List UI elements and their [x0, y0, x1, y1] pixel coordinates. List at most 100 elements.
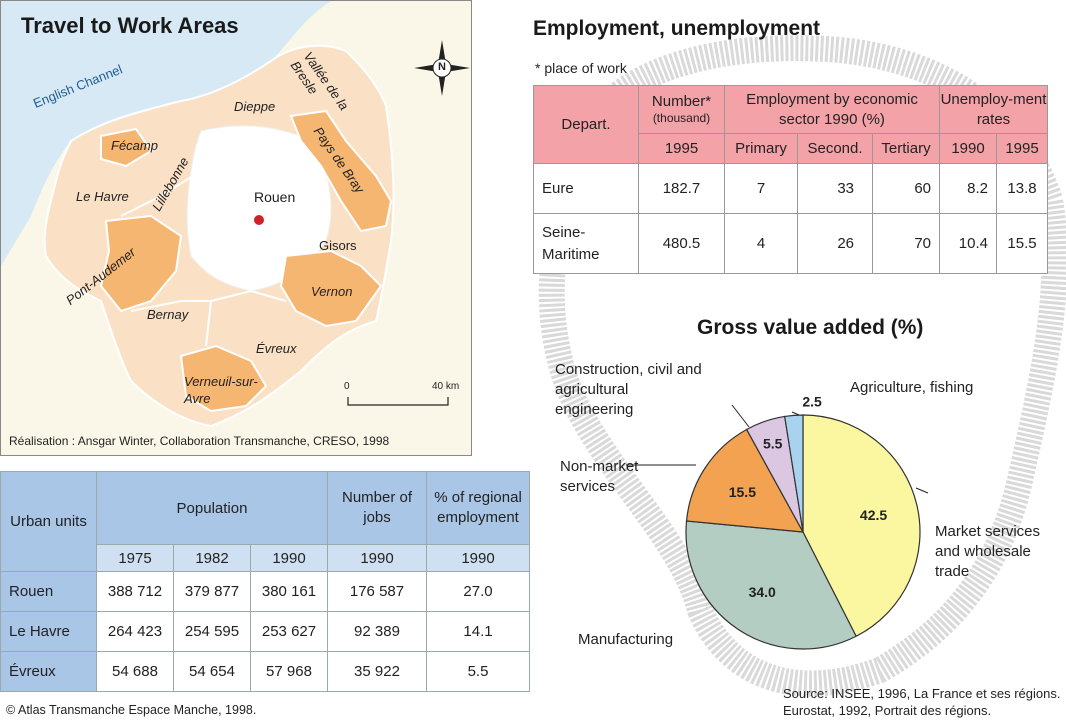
emp-tertiary: 70 [872, 213, 940, 274]
table-row: Seine-Maritime 480.5 4 26 70 10.4 15.5 [533, 213, 1048, 274]
area-label-evreux: Évreux [256, 341, 297, 356]
pop-header-population: Population [96, 471, 328, 545]
leader-line-market [915, 487, 929, 494]
fecamp-area [100, 127, 153, 168]
map-graphic [1, 1, 470, 428]
table-row: Eure 182.7 7 33 60 8.2 13.8 [533, 163, 1048, 214]
pop-1982: 379 877 [173, 571, 251, 612]
pop-1975: 54 688 [96, 651, 174, 692]
pie-slice-4 [784, 414, 804, 533]
area-label-gisors: Gisors [319, 238, 357, 253]
leader-line-construction [731, 404, 750, 428]
emp-header-tertiary: Tertiary [872, 133, 940, 164]
map-title: Travel to Work Areas [21, 13, 239, 38]
emp-dept: Eure [533, 163, 639, 214]
emp-primary: 7 [724, 163, 798, 214]
pie-value-1: 34.0 [749, 584, 776, 600]
emp-second: 26 [797, 213, 873, 274]
table-row: Évreux 54 688 54 654 57 968 35 922 5.5 [0, 651, 530, 692]
scale-bar [347, 397, 449, 406]
pie-label-agriculture: Agriculture, fishing [850, 379, 974, 396]
employment-title: Employment, unemployment [533, 17, 821, 40]
emp-header-depart: Depart. [533, 85, 639, 164]
map-panel: Travel to Work Areas N English Channel F… [0, 0, 472, 456]
pop-unit: Rouen [0, 571, 97, 612]
sea-area [1, 1, 331, 266]
emp-header-u1995: 1995 [996, 133, 1048, 164]
emp-tertiary: 60 [872, 163, 940, 214]
emp-u1990: 8.2 [939, 163, 997, 214]
emp-header-unemp: Unemploy-ment rates [939, 85, 1048, 134]
pop-header-1982: 1982 [173, 544, 251, 572]
emp-header-number-unit: (thousand) [652, 110, 711, 125]
emp-header-number-year: 1995 [638, 133, 725, 164]
pop-unit: Évreux [0, 651, 97, 692]
area-label-vernon: Vernon [311, 284, 353, 299]
pop-header-1990: 1990 [250, 544, 328, 572]
emp-dept: Seine-Maritime [533, 213, 639, 274]
pie-value-3: 5.5 [763, 435, 783, 451]
pop-1982: 254 595 [173, 611, 251, 652]
emp-primary: 4 [724, 213, 798, 274]
leader-lines [626, 404, 929, 494]
pop-header-units: Urban units [0, 471, 97, 572]
pop-1990: 253 627 [250, 611, 328, 652]
pop-1990: 380 161 [250, 571, 328, 612]
pont-audemer-area [99, 214, 183, 313]
emp-second: 33 [797, 163, 873, 214]
scale-start: 0 [344, 381, 350, 392]
table-row: Rouen 388 712 379 877 380 161 176 587 27… [0, 571, 530, 612]
emp-header-sector: Employment by economic sector 1990 (%) [724, 85, 940, 134]
pop-unit: Le Havre [0, 611, 97, 652]
pop-header-regional: % of regional employment [426, 471, 530, 545]
pop-header-jobs-year: 1990 [327, 544, 427, 572]
area-label-fecamp: Fécamp [111, 138, 158, 153]
rouen-dot [254, 215, 264, 225]
footer-copyright: © Atlas Transmanche Espace Manche, 1998. [6, 703, 257, 717]
employment-note: * place of work [535, 60, 627, 76]
map-credit: Réalisation : Ansgar Winter, Collaborati… [9, 434, 390, 448]
pop-pct: 14.1 [426, 611, 530, 652]
emp-number: 480.5 [638, 213, 725, 274]
source-note: Source: INSEE, 1996, La France et ses ré… [783, 686, 1061, 718]
pie-chart: 42.5 34.0 15.5 5.5 2.5 [626, 393, 929, 650]
emp-u1995: 15.5 [996, 213, 1048, 274]
pop-pct: 5.5 [426, 651, 530, 692]
emp-u1995: 13.8 [996, 163, 1048, 214]
pop-pct: 27.0 [426, 571, 530, 612]
compass-icon [414, 40, 470, 96]
pie-label-construction: Construction, civil and agricultural eng… [555, 360, 705, 420]
pop-header-1975: 1975 [96, 544, 174, 572]
pop-1975: 388 712 [96, 571, 174, 612]
pie-slice-1 [685, 520, 857, 650]
pie-label-market: Market services and wholesale trade [935, 523, 1041, 580]
pie-value-4: 2.5 [802, 393, 822, 409]
emp-number: 182.7 [638, 163, 725, 214]
area-label-verneuil: Verneuil-sur-Avre [184, 374, 258, 406]
area-label-bernay: Bernay [147, 307, 189, 322]
vernon-area [279, 249, 383, 328]
employment-table: Depart. Number* (thousand) Employment by… [533, 85, 1048, 274]
area-label-dieppe: Dieppe [234, 99, 276, 114]
pop-jobs: 92 389 [327, 611, 427, 652]
emp-header-number: Number* (thousand) [638, 85, 725, 134]
scale-end: 40 km [432, 381, 460, 392]
pie-value-2: 15.5 [729, 484, 756, 500]
emp-u1990: 10.4 [939, 213, 997, 274]
pays-de-bray-area [289, 109, 393, 233]
area-label-rouen: Rouen [254, 189, 296, 205]
area-label-le-havre: Le Havre [76, 189, 129, 204]
emp-header-u1990: 1990 [939, 133, 997, 164]
pop-jobs: 176 587 [327, 571, 427, 612]
verneuil-area [179, 344, 268, 413]
table-row: Le Havre 264 423 254 595 253 627 92 389 … [0, 611, 530, 652]
population-table: Urban units Population Number of jobs % … [0, 471, 530, 692]
pop-header-reg-year: 1990 [426, 544, 530, 572]
leader-line-agriculture [791, 411, 800, 416]
pop-jobs: 35 922 [327, 651, 427, 692]
pie-label-construction-text: Construction, civil and agricultural eng… [555, 361, 702, 418]
emp-header-second: Second. [797, 133, 873, 164]
chart-title: Gross value added (%) [697, 316, 924, 339]
emp-header-primary: Primary [724, 133, 798, 164]
compass-label: N [438, 61, 446, 73]
